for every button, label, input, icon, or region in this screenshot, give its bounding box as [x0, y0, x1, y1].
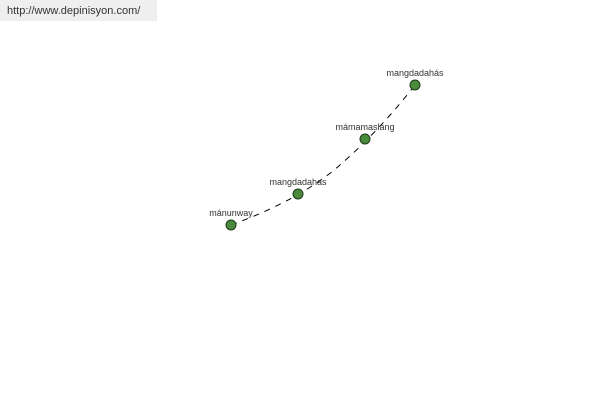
node — [409, 79, 421, 91]
watermark-url: http://www.depinisyon.com/ — [0, 0, 157, 21]
node-label: mámamaslang — [335, 122, 394, 132]
node — [359, 133, 371, 145]
node — [225, 219, 237, 231]
node-label: mangdadahás — [386, 68, 444, 78]
node-label: mánunway — [209, 208, 253, 218]
node — [292, 188, 304, 200]
node-label: mangdadahas — [269, 177, 327, 187]
dashed-connector — [230, 84, 416, 226]
